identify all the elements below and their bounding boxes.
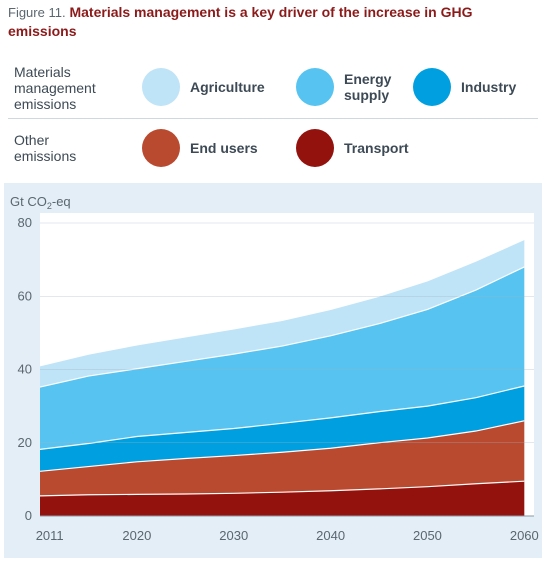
figure-label: Figure 11. [8,5,66,20]
area-end-users [40,420,525,496]
legend-group-materials-label: Materials management emissions [14,64,96,112]
agriculture-swatch-icon [142,68,180,106]
y-tick-label: 60 [18,288,32,303]
y-tick-label: 0 [25,508,32,523]
legend-item-end-users: End users [142,129,258,167]
x-tick-label: 2020 [122,528,151,543]
y-tick-label: 80 [18,215,32,230]
end-users-swatch-icon [142,129,180,167]
legend-item-energy-supply: Energy supply [296,68,404,106]
energy-supply-swatch-icon [296,68,334,106]
legend-label-transport: Transport [344,140,409,156]
legend-group-other-label: Other emissions [14,132,77,164]
legend-label-agriculture: Agriculture [190,79,265,95]
industry-swatch-icon [413,68,451,106]
boundary-agriculture [39,238,525,367]
x-tick-label: 2030 [219,528,248,543]
y-tick-label: 20 [18,435,32,450]
chart-panel: Gt CO2-eq 0 20 40 60 80 2011 2020 2030 2040 2050… [4,183,542,558]
legend-label-end-users: End users [190,140,258,156]
x-tick-label: 2050 [413,528,442,543]
legend-group-materials: Materials management emissions [14,64,134,112]
legend-label-industry: Industry [461,79,517,95]
legend-group-other: Other emissions [14,132,114,164]
boundary-energy-supply [39,266,525,388]
transport-swatch-icon [296,129,334,167]
boundary-transport [39,480,525,497]
x-tick-label: 2011 [36,528,64,543]
legend-item-industry: Industry [413,68,516,106]
legend-item-agriculture: Agriculture [142,68,265,106]
legend-divider [8,118,538,119]
area-industry [40,385,525,472]
x-tick-label: 2040 [316,528,345,543]
area-agriculture [40,239,525,388]
figure-heading: Materials management is a key driver of … [8,4,473,39]
legend-label-energy-supply: Energy supply [344,71,392,103]
y-axis-label: Gt CO2-eq [10,194,71,211]
x-tick-label: 2060 [510,528,539,543]
boundary-end-users [39,420,525,472]
figure-title: Figure 11. Materials management is a key… [8,3,538,41]
boundary-industry [39,385,525,450]
area-energy-supply [40,266,525,450]
area-transport [40,481,525,516]
legend-item-transport: Transport [296,129,409,167]
y-tick-label: 40 [18,362,32,377]
